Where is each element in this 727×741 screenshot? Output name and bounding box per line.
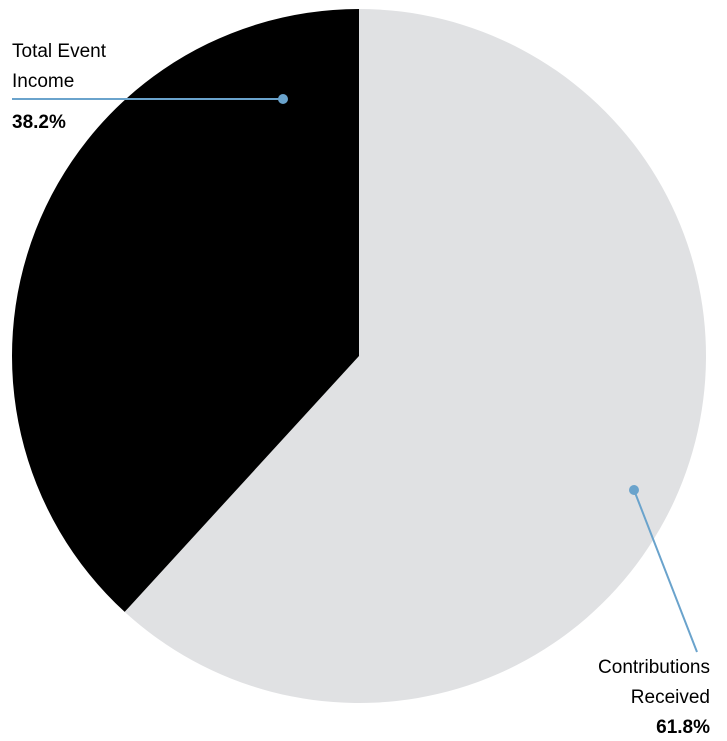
leader-contributions-received-dot [629,485,639,495]
slice-label-line: Contributions [598,657,710,678]
pie-slice [124,9,706,703]
leader-total-event-income-dot [278,94,288,104]
pie-slices [11,9,706,703]
slice-label-line: Total Event [12,41,107,62]
label-contributions-received: Contributions Received 61.8% [598,657,710,738]
slice-label-line: Income [12,71,74,92]
slice-value-label: 61.8% [656,717,710,738]
slice-value-label: 38.2% [12,112,66,133]
leader-contributions-received-line [633,489,698,653]
pie-slice [11,9,359,612]
label-total-event-income: Total Event Income 38.2% [12,41,107,133]
slice-label-line: Received [631,687,710,708]
leader-lines [12,94,698,653]
